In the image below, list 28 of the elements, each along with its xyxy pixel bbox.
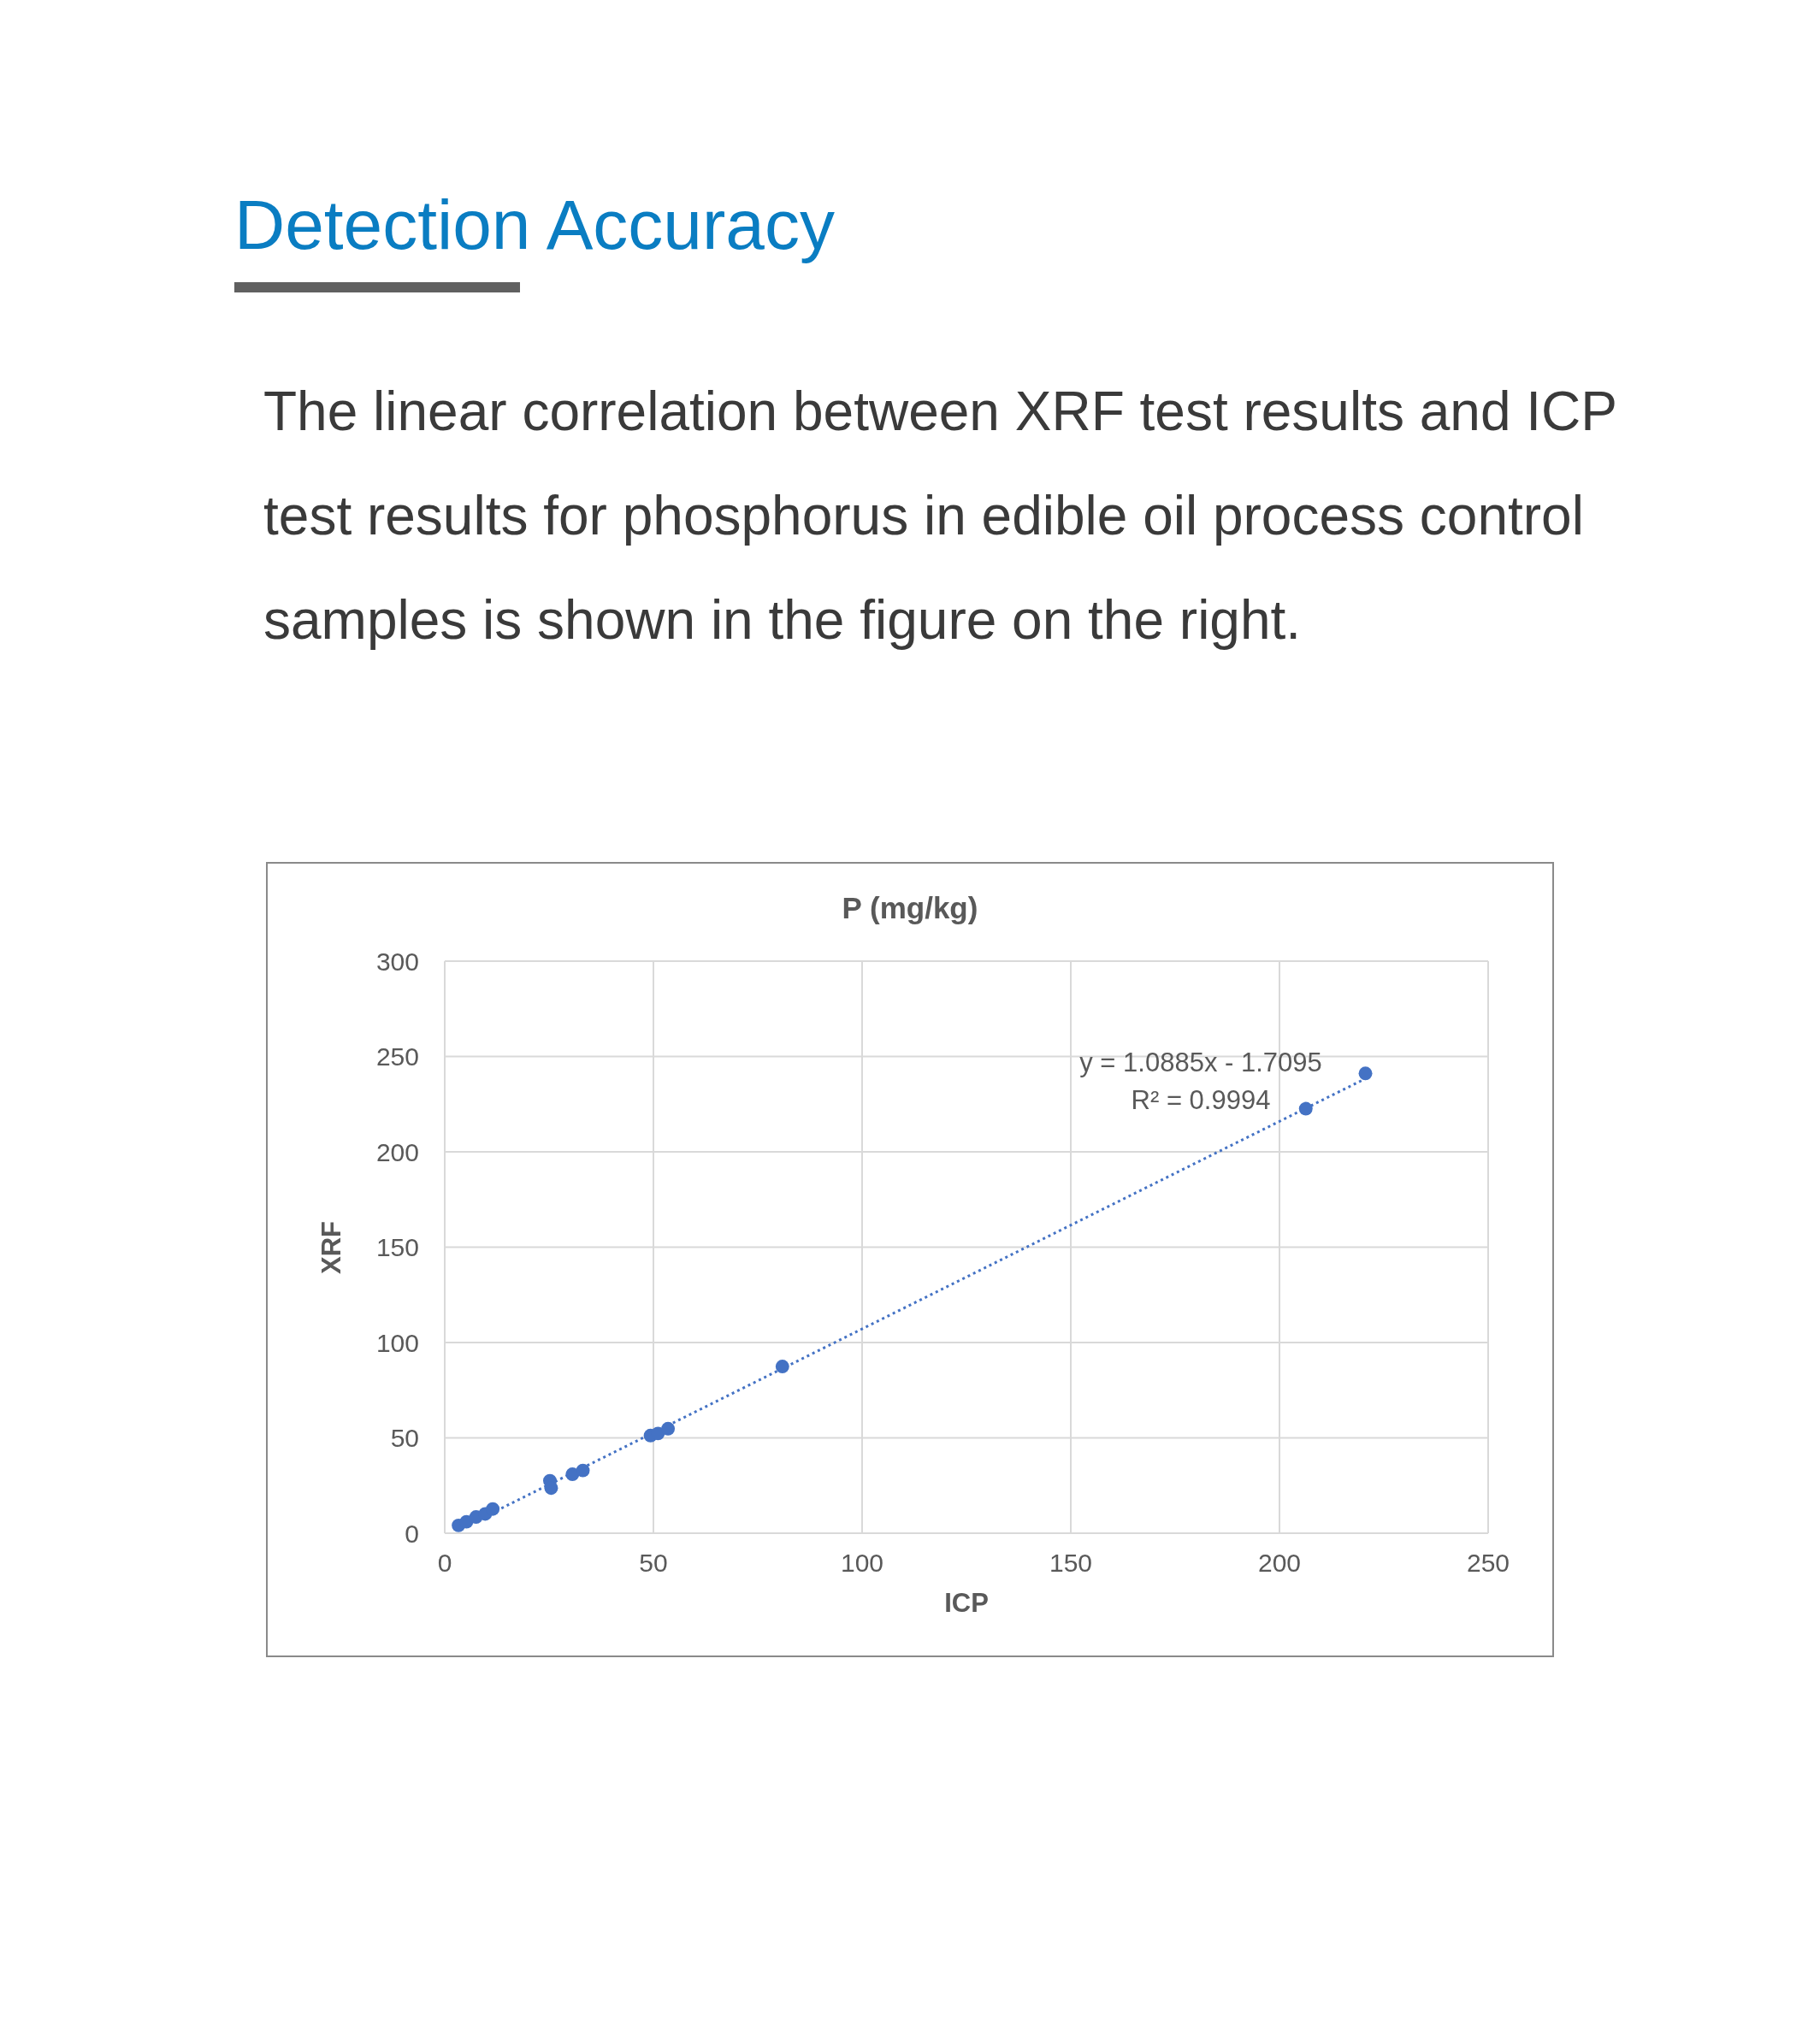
y-axis-title: XRF xyxy=(316,1219,347,1276)
point xyxy=(1298,1101,1313,1116)
x-axis-title: ICP xyxy=(943,1587,990,1620)
text: P (mg/kg) xyxy=(841,891,979,925)
x-tick-label: 200 xyxy=(1257,1549,1302,1578)
y-tick-label: 50 xyxy=(390,1424,419,1453)
y-tick-label: 250 xyxy=(375,1042,419,1071)
point xyxy=(565,1467,580,1482)
point xyxy=(1358,1066,1373,1081)
chart-title: Detection Accuracy xyxy=(234,186,835,263)
y-tick-label: 150 xyxy=(375,1233,419,1262)
y-tick-label: 100 xyxy=(375,1328,419,1357)
y-tick-label: 300 xyxy=(375,947,419,976)
x-tick-label: 50 xyxy=(639,1549,668,1578)
annotation: R² = 0.9994 xyxy=(1130,1085,1272,1116)
x-tick-label: 250 xyxy=(1466,1549,1510,1578)
point xyxy=(576,1463,590,1478)
point xyxy=(544,1481,558,1496)
point xyxy=(486,1502,500,1516)
x-tick-label: 100 xyxy=(840,1549,884,1578)
point xyxy=(775,1360,789,1374)
y-tick-label: 200 xyxy=(375,1137,419,1166)
y-tick-label: 0 xyxy=(405,1519,419,1548)
point xyxy=(661,1421,676,1436)
annotation: y = 1.0885x - 1.7095 xyxy=(1078,1048,1323,1078)
x-tick-label: 0 xyxy=(437,1549,452,1578)
x-tick-label: 150 xyxy=(1049,1549,1093,1578)
chart-subtitle: The linear correlation between XRF test results and ICP test results for phosphorus in edible oil process control samples is shown in the figure on the right. xyxy=(263,380,1617,652)
